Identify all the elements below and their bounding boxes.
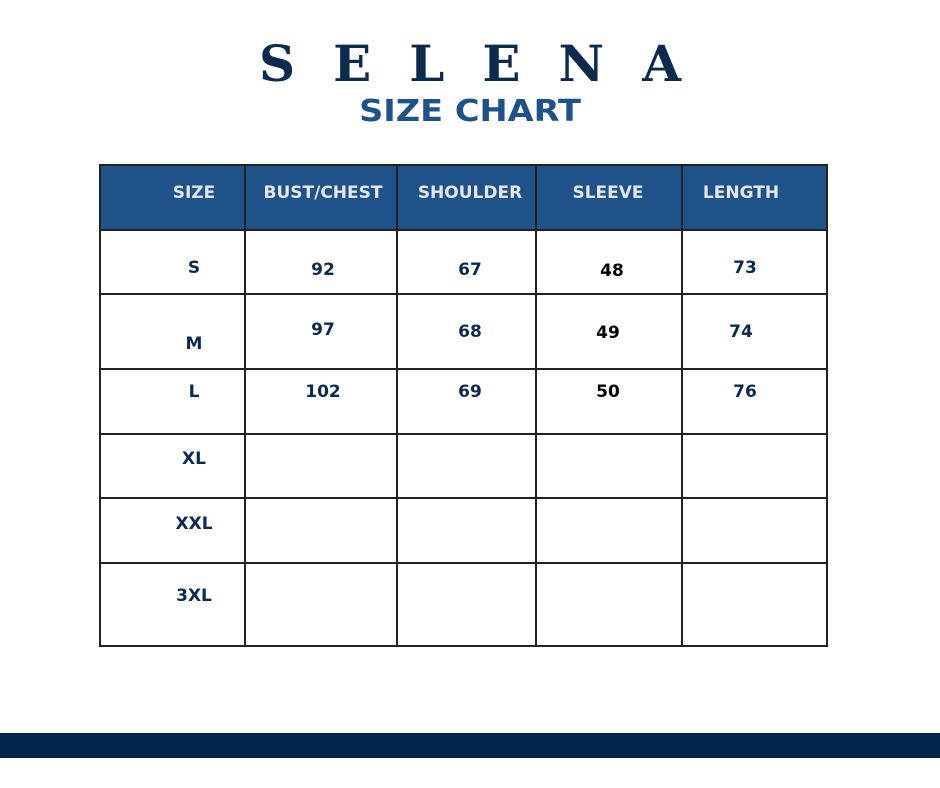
page-title: SIZE CHART — [359, 94, 581, 129]
measurement-cell: 97 — [311, 320, 335, 340]
measurement-cell: 48 — [600, 261, 624, 281]
column-header: SLEEVE — [572, 183, 644, 203]
measurement-cell: 76 — [733, 382, 757, 402]
measurement-cell: 102 — [305, 382, 341, 402]
grid-line — [396, 165, 398, 647]
measurement-cell: 74 — [729, 322, 753, 342]
grid-line — [99, 165, 101, 647]
column-header: LENGTH — [702, 183, 780, 203]
grid-line — [99, 645, 828, 647]
size-label: S — [187, 258, 201, 278]
size-label: M — [185, 334, 203, 354]
grid-line — [99, 164, 828, 166]
measurement-cell: 69 — [458, 382, 482, 402]
column-header: SIZE — [172, 183, 216, 203]
grid-line — [535, 165, 537, 647]
grid-line — [826, 165, 828, 647]
footer-bar — [0, 733, 940, 758]
grid-line — [99, 293, 828, 295]
column-header: SHOULDER — [417, 183, 523, 203]
measurement-cell: 92 — [311, 260, 335, 280]
measurement-cell: 50 — [596, 382, 620, 402]
measurement-cell: 68 — [458, 322, 482, 342]
size-label: 3XL — [176, 586, 212, 606]
grid-line — [99, 497, 828, 499]
grid-line — [99, 368, 828, 370]
grid-line — [99, 433, 828, 435]
grid-line — [99, 562, 828, 564]
grid-line — [99, 229, 828, 231]
grid-line — [681, 165, 683, 647]
measurement-cell: 49 — [596, 323, 620, 343]
column-header: BUST/CHEST — [263, 183, 383, 203]
size-label: XL — [182, 449, 206, 469]
measurement-cell: 73 — [733, 258, 757, 278]
size-label: L — [188, 382, 200, 402]
size-label: XXL — [175, 514, 213, 534]
brand-logo: SELENA — [259, 34, 719, 93]
grid-line — [244, 165, 246, 647]
measurement-cell: 67 — [458, 260, 482, 280]
table-header-row — [100, 165, 827, 230]
